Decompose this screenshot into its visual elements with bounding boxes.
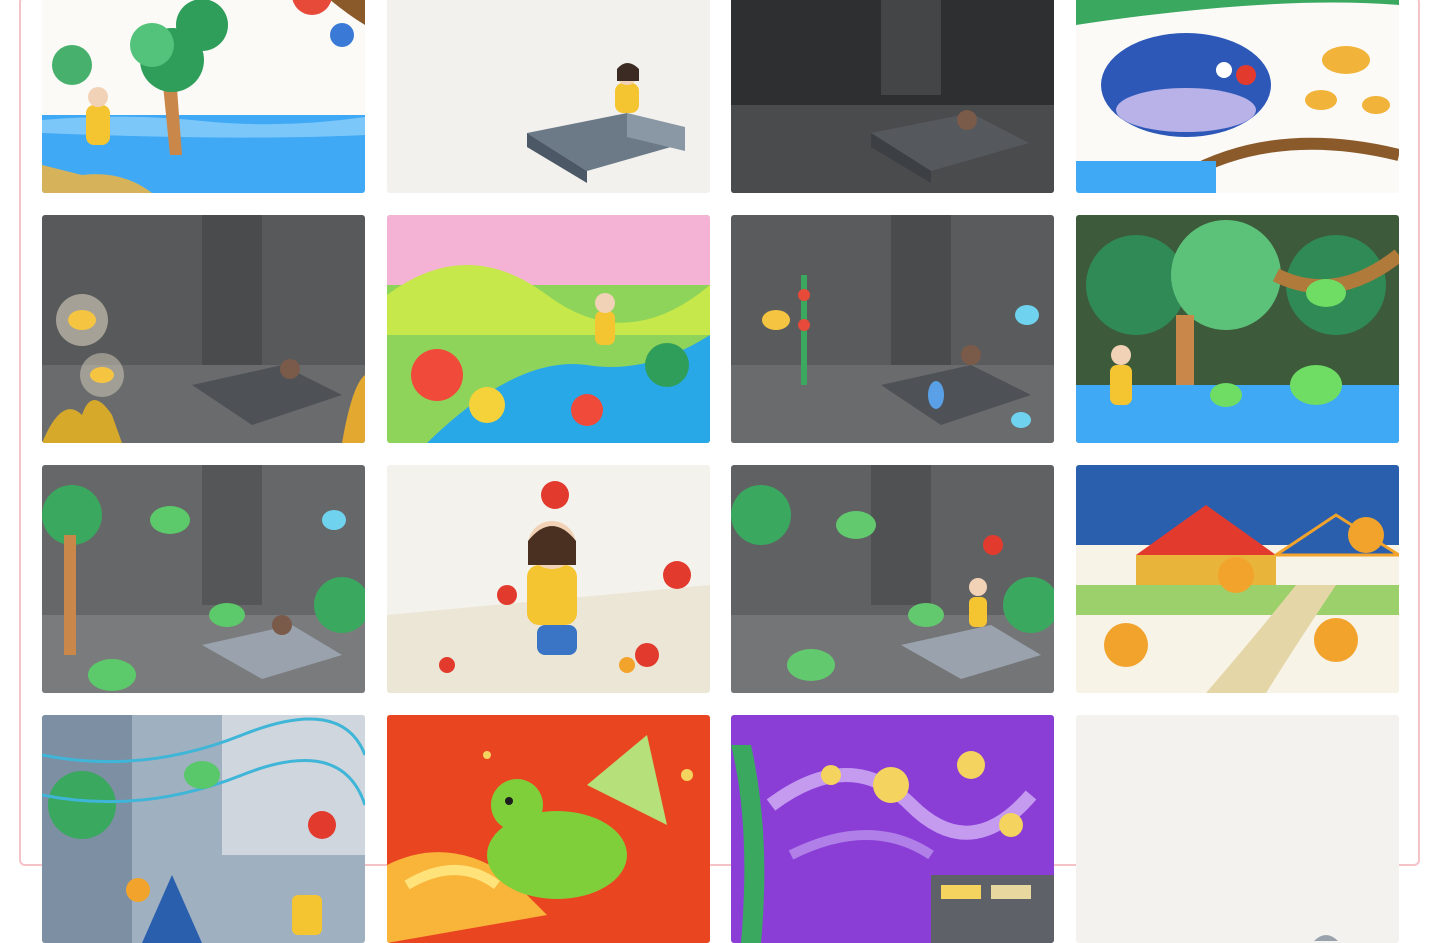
illustration-whale-icon <box>1075 0 1399 193</box>
illustration-stream-icon <box>386 215 710 443</box>
gallery-item-frogs-in-jungle[interactable] <box>1075 215 1399 443</box>
illustration-jellyfish-icon <box>731 215 1054 443</box>
illustration-dragon-icon <box>386 715 710 943</box>
illustration-blank-icon <box>1075 715 1399 943</box>
illustration-frogs-icon <box>1075 215 1399 443</box>
gallery-item-girl-making-bed[interactable] <box>386 0 710 193</box>
illustration-glow-fish-icon <box>42 215 365 443</box>
gallery-item-starry-night[interactable] <box>731 715 1054 943</box>
illustration-bed-day-icon <box>386 0 710 193</box>
illustration-gallery <box>42 0 1399 943</box>
illustration-ladybugs-icon <box>386 465 710 693</box>
gallery-item-monkeys-at-circus[interactable] <box>1075 465 1399 693</box>
illustration-lake-icon <box>42 0 365 193</box>
illustration-room-awake-icon <box>731 465 1054 693</box>
gallery-item-room-jungle-girl-awake[interactable] <box>731 465 1054 693</box>
gallery-item-dark-room-jellyfish[interactable] <box>731 215 1054 443</box>
gallery-item-green-dragon[interactable] <box>386 715 710 943</box>
illustration-bed-night-icon <box>731 0 1054 193</box>
gallery-item-girl-with-ladybugs[interactable] <box>386 465 710 693</box>
gallery-item-room-with-lights[interactable] <box>42 715 365 943</box>
illustration-starry-night-icon <box>731 715 1054 943</box>
gallery-item-room-filled-with-jungle[interactable] <box>42 465 365 693</box>
gallery-item-girl-by-lake[interactable] <box>42 0 365 193</box>
gallery-item-girl-sleeping[interactable] <box>731 0 1054 193</box>
gallery-item-dark-room-glowing-fish[interactable] <box>42 215 365 443</box>
gallery-item-whale-and-fish[interactable] <box>1075 0 1399 193</box>
illustration-circus-icon <box>1075 465 1399 693</box>
illustration-lights-icon <box>42 715 365 943</box>
gallery-item-girl-at-stream[interactable] <box>386 215 710 443</box>
illustration-room-jungle-icon <box>42 465 365 693</box>
gallery-item-blank-sketch[interactable] <box>1075 715 1399 943</box>
